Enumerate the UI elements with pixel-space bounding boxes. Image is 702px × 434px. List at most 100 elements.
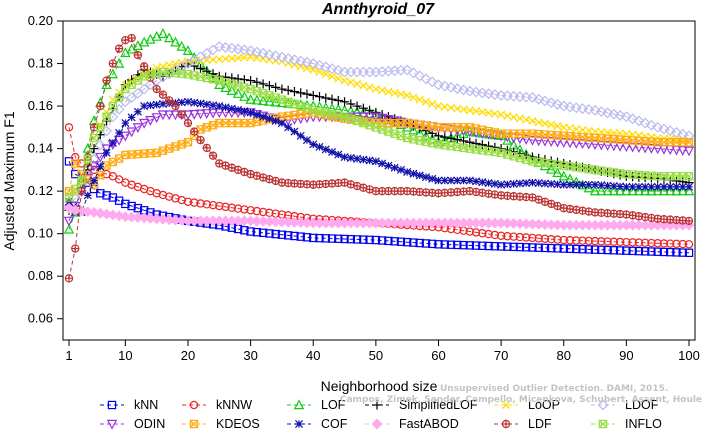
data-point [334, 150, 343, 159]
data-point [515, 114, 524, 123]
data-point [64, 193, 74, 202]
data-point [228, 164, 236, 172]
data-point [203, 144, 211, 152]
data-point [672, 138, 681, 147]
data-point [620, 111, 632, 123]
data-point [164, 110, 175, 121]
data-point [376, 113, 388, 124]
data-point [233, 81, 243, 90]
data-point [596, 185, 607, 196]
legend-item-ldof: LDOF [591, 398, 659, 412]
data-point [334, 234, 343, 243]
data-point [528, 193, 537, 202]
data-point [302, 233, 312, 242]
data-point [396, 118, 406, 128]
legend-item-fastabod: FastABOD [365, 417, 459, 431]
data-point [327, 94, 337, 104]
data-point [641, 182, 650, 191]
data-point [190, 98, 199, 107]
data-point [565, 162, 575, 171]
data-point [302, 136, 312, 145]
data-point [201, 109, 212, 119]
data-point [145, 116, 156, 126]
data-point [71, 184, 80, 194]
data-point [346, 78, 355, 87]
x-axis: 1 10 20 30 40 50 60 70 80 90 100 [65, 340, 700, 363]
data-point [371, 107, 381, 118]
data-point [102, 148, 111, 157]
data-point [503, 111, 512, 120]
data-point [558, 170, 569, 181]
legend-marker [107, 400, 117, 410]
data-point [459, 123, 468, 132]
data-point [384, 161, 393, 170]
data-point [666, 247, 675, 257]
data-point [528, 116, 537, 125]
data-point [547, 234, 556, 244]
data-point [659, 182, 668, 191]
x-tick-label: 40 [306, 348, 320, 363]
data-point [421, 173, 430, 182]
y-tick-label: 0.06 [28, 311, 53, 326]
data-point [215, 159, 223, 168]
data-point [514, 134, 526, 145]
data-point [227, 79, 237, 89]
x-tick-label: 10 [118, 348, 132, 363]
y-tick-label: 0.16 [28, 98, 53, 113]
data-point [402, 237, 412, 247]
data-point [139, 149, 149, 158]
data-point [321, 93, 331, 103]
data-point [126, 92, 138, 104]
data-point [258, 228, 268, 238]
data-point [572, 132, 581, 141]
data-point [677, 146, 688, 156]
legend-item-odin: ODIN [100, 417, 165, 431]
data-point [102, 76, 111, 85]
data-point [672, 172, 681, 181]
data-point [534, 118, 543, 127]
data-point [559, 180, 568, 189]
data-point [647, 182, 656, 191]
data-point [277, 230, 287, 239]
data-point [271, 116, 280, 125]
data-point [590, 236, 600, 246]
data-point [584, 245, 593, 254]
data-point [446, 123, 456, 132]
data-point [453, 240, 462, 250]
data-point [603, 167, 612, 176]
data-point [215, 102, 224, 111]
data-point [384, 87, 393, 96]
data-point [178, 110, 186, 119]
data-point [552, 98, 563, 110]
data-point [659, 239, 669, 248]
data-point [465, 144, 475, 153]
data-point [589, 104, 601, 116]
data-point [509, 242, 518, 252]
data-point [315, 233, 324, 243]
data-point [627, 142, 638, 153]
data-point [547, 179, 556, 188]
series-line-loop [68, 56, 690, 205]
data-point [71, 169, 80, 179]
legend-label: LOF [321, 398, 346, 412]
data-point [284, 123, 293, 132]
data-point [64, 197, 74, 206]
series-ldf [64, 33, 694, 283]
data-point [152, 69, 161, 78]
data-point [359, 184, 367, 192]
data-point [259, 112, 268, 121]
data-point [209, 152, 217, 160]
data-point [115, 93, 124, 102]
data-point [96, 123, 105, 132]
data-point [509, 232, 518, 241]
x-tick-label: 80 [557, 348, 571, 363]
data-point [227, 203, 237, 212]
data-point [589, 140, 601, 151]
legend-item-simplifiedlof: SimplifiedLOF [365, 398, 478, 412]
data-point [522, 179, 531, 188]
data-point [364, 112, 375, 123]
data-point [465, 123, 475, 132]
data-point [89, 133, 99, 143]
data-point [257, 95, 269, 106]
data-point [471, 228, 481, 237]
